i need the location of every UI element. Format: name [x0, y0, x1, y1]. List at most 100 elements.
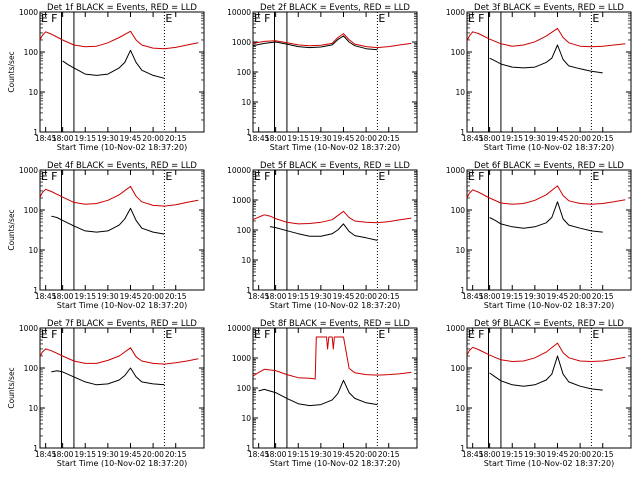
interval-marker: E [41, 170, 48, 183]
interval-marker: E [41, 328, 48, 341]
interval-marker: E [468, 12, 475, 25]
x-tick-label: 20:00 [569, 450, 591, 459]
x-tick-label: 19:45 [333, 134, 355, 143]
interval-marker: E [468, 170, 475, 183]
x-tick-label: 19:15 [74, 292, 96, 301]
panel-title: Det 7f BLACK = Events, RED = LLD [47, 319, 197, 329]
interval-marker: E [165, 170, 172, 183]
interval-marker: F [51, 12, 57, 25]
interval-marker: E [378, 328, 385, 341]
y-tick-label: 100 [237, 68, 252, 77]
interval-marker: F [478, 170, 484, 183]
y-tick-label: 10 [28, 246, 38, 255]
x-tick-label: 20:15 [592, 450, 614, 459]
interval-marker: F [478, 328, 484, 341]
y-tick-label: 1000 [232, 38, 251, 47]
x-tick-label: 18:00 [265, 292, 287, 301]
series-lld-line [39, 30, 199, 50]
x-tick-label: 19:30 [97, 292, 119, 301]
y-tick-label: 10 [241, 414, 251, 423]
x-tick-label: 18:00 [52, 450, 74, 459]
x-tick-label: 19:30 [310, 450, 332, 459]
interval-marker: E [592, 328, 599, 341]
plot-frame [39, 327, 205, 449]
series-lld-line [252, 210, 412, 225]
x-tick-label: 18:45 [35, 134, 57, 143]
x-tick-label: 20:00 [355, 134, 377, 143]
y-tick-label: 100 [451, 364, 466, 373]
x-tick-label: 18:45 [462, 292, 484, 301]
interval-marker: E [165, 12, 172, 25]
x-tick-label: 19:30 [524, 450, 546, 459]
panel-det-5: Det 5f BLACK = Events, RED = LLD 1 10 100 10… [227, 161, 418, 310]
panel-det-8: Det 8f BLACK = Events, RED = LLD 1 10 100 10… [227, 319, 418, 468]
series-lld-line [252, 33, 412, 49]
x-tick-label: 19:15 [287, 292, 309, 301]
x-axis-label: Start Time (10-Nov-02 18:37:20) [270, 459, 400, 468]
series-events-line [489, 201, 603, 233]
panel-title: Det 6f BLACK = Events, RED = LLD [474, 161, 624, 171]
x-tick-label: 18:45 [462, 450, 484, 459]
x-axis-label: Start Time (10-Nov-02 18:37:20) [57, 459, 187, 468]
y-tick-label: 10000 [227, 8, 251, 17]
panel-det-4: Det 4f BLACK = Events, RED = LLD 1 10 100 10… [7, 161, 205, 310]
y-tick-label: 1000 [446, 324, 465, 333]
plot-frame [466, 11, 632, 133]
plot-frame [252, 169, 418, 291]
y-tick-label: 100 [451, 48, 466, 57]
interval-marker: E [592, 12, 599, 25]
x-tick-label: 20:15 [165, 292, 187, 301]
series-events-line [489, 44, 603, 74]
x-tick-label: 18:45 [248, 292, 270, 301]
panel-title: Det 3f BLACK = Events, RED = LLD [474, 3, 624, 13]
series-events-line [252, 35, 378, 51]
panel-det-3: Det 3f BLACK = Events, RED = LLD 1 10 100 10… [446, 3, 632, 152]
x-tick-label: 20:15 [378, 450, 400, 459]
x-tick-label: 20:15 [378, 292, 400, 301]
interval-marker: E [378, 170, 385, 183]
y-tick-label: 1 [460, 444, 465, 453]
x-tick-label: 18:45 [35, 450, 57, 459]
y-tick-label: 10 [241, 98, 251, 107]
x-tick-label: 19:45 [333, 292, 355, 301]
y-axis-label: Counts/sec [7, 51, 16, 92]
x-tick-label: 20:15 [592, 134, 614, 143]
interval-marker: F [478, 12, 484, 25]
y-tick-label: 1 [33, 444, 38, 453]
y-tick-label: 1 [33, 128, 38, 137]
series-lld-line [466, 27, 626, 48]
interval-marker: E [41, 12, 48, 25]
interval-marker: F [264, 328, 270, 341]
series-events-line [258, 379, 378, 407]
x-tick-label: 20:00 [142, 134, 164, 143]
interval-marker: E [254, 328, 261, 341]
y-tick-label: 1 [246, 444, 251, 453]
series-lld-line [466, 185, 626, 205]
series-lld-line [252, 336, 412, 380]
y-tick-label: 1000 [19, 166, 38, 175]
x-tick-label: 18:45 [35, 292, 57, 301]
x-axis-label: Start Time (10-Nov-02 18:37:20) [57, 143, 187, 152]
plot-frame [466, 327, 632, 449]
panel-title: Det 9f BLACK = Events, RED = LLD [474, 319, 624, 329]
series-events-line [51, 367, 165, 386]
panel-title: Det 1f BLACK = Events, RED = LLD [47, 3, 197, 13]
y-tick-label: 1000 [232, 196, 251, 205]
y-tick-label: 1 [460, 128, 465, 137]
interval-marker: E [165, 328, 172, 341]
plot-frame [39, 11, 205, 133]
x-tick-label: 20:00 [355, 450, 377, 459]
x-tick-label: 18:00 [265, 450, 287, 459]
x-axis-label: Start Time (10-Nov-02 18:37:20) [270, 143, 400, 152]
interval-marker: F [51, 328, 57, 341]
x-tick-label: 19:30 [310, 134, 332, 143]
y-tick-label: 10 [241, 256, 251, 265]
x-tick-label: 19:45 [120, 450, 142, 459]
y-tick-label: 10000 [227, 324, 251, 333]
panel-det-1: Det 1f BLACK = Events, RED = LLD 1 10 100 10… [7, 3, 205, 152]
y-tick-label: 1000 [19, 324, 38, 333]
x-tick-label: 19:15 [501, 292, 523, 301]
y-tick-label: 10 [28, 88, 38, 97]
interval-marker: F [51, 170, 57, 183]
